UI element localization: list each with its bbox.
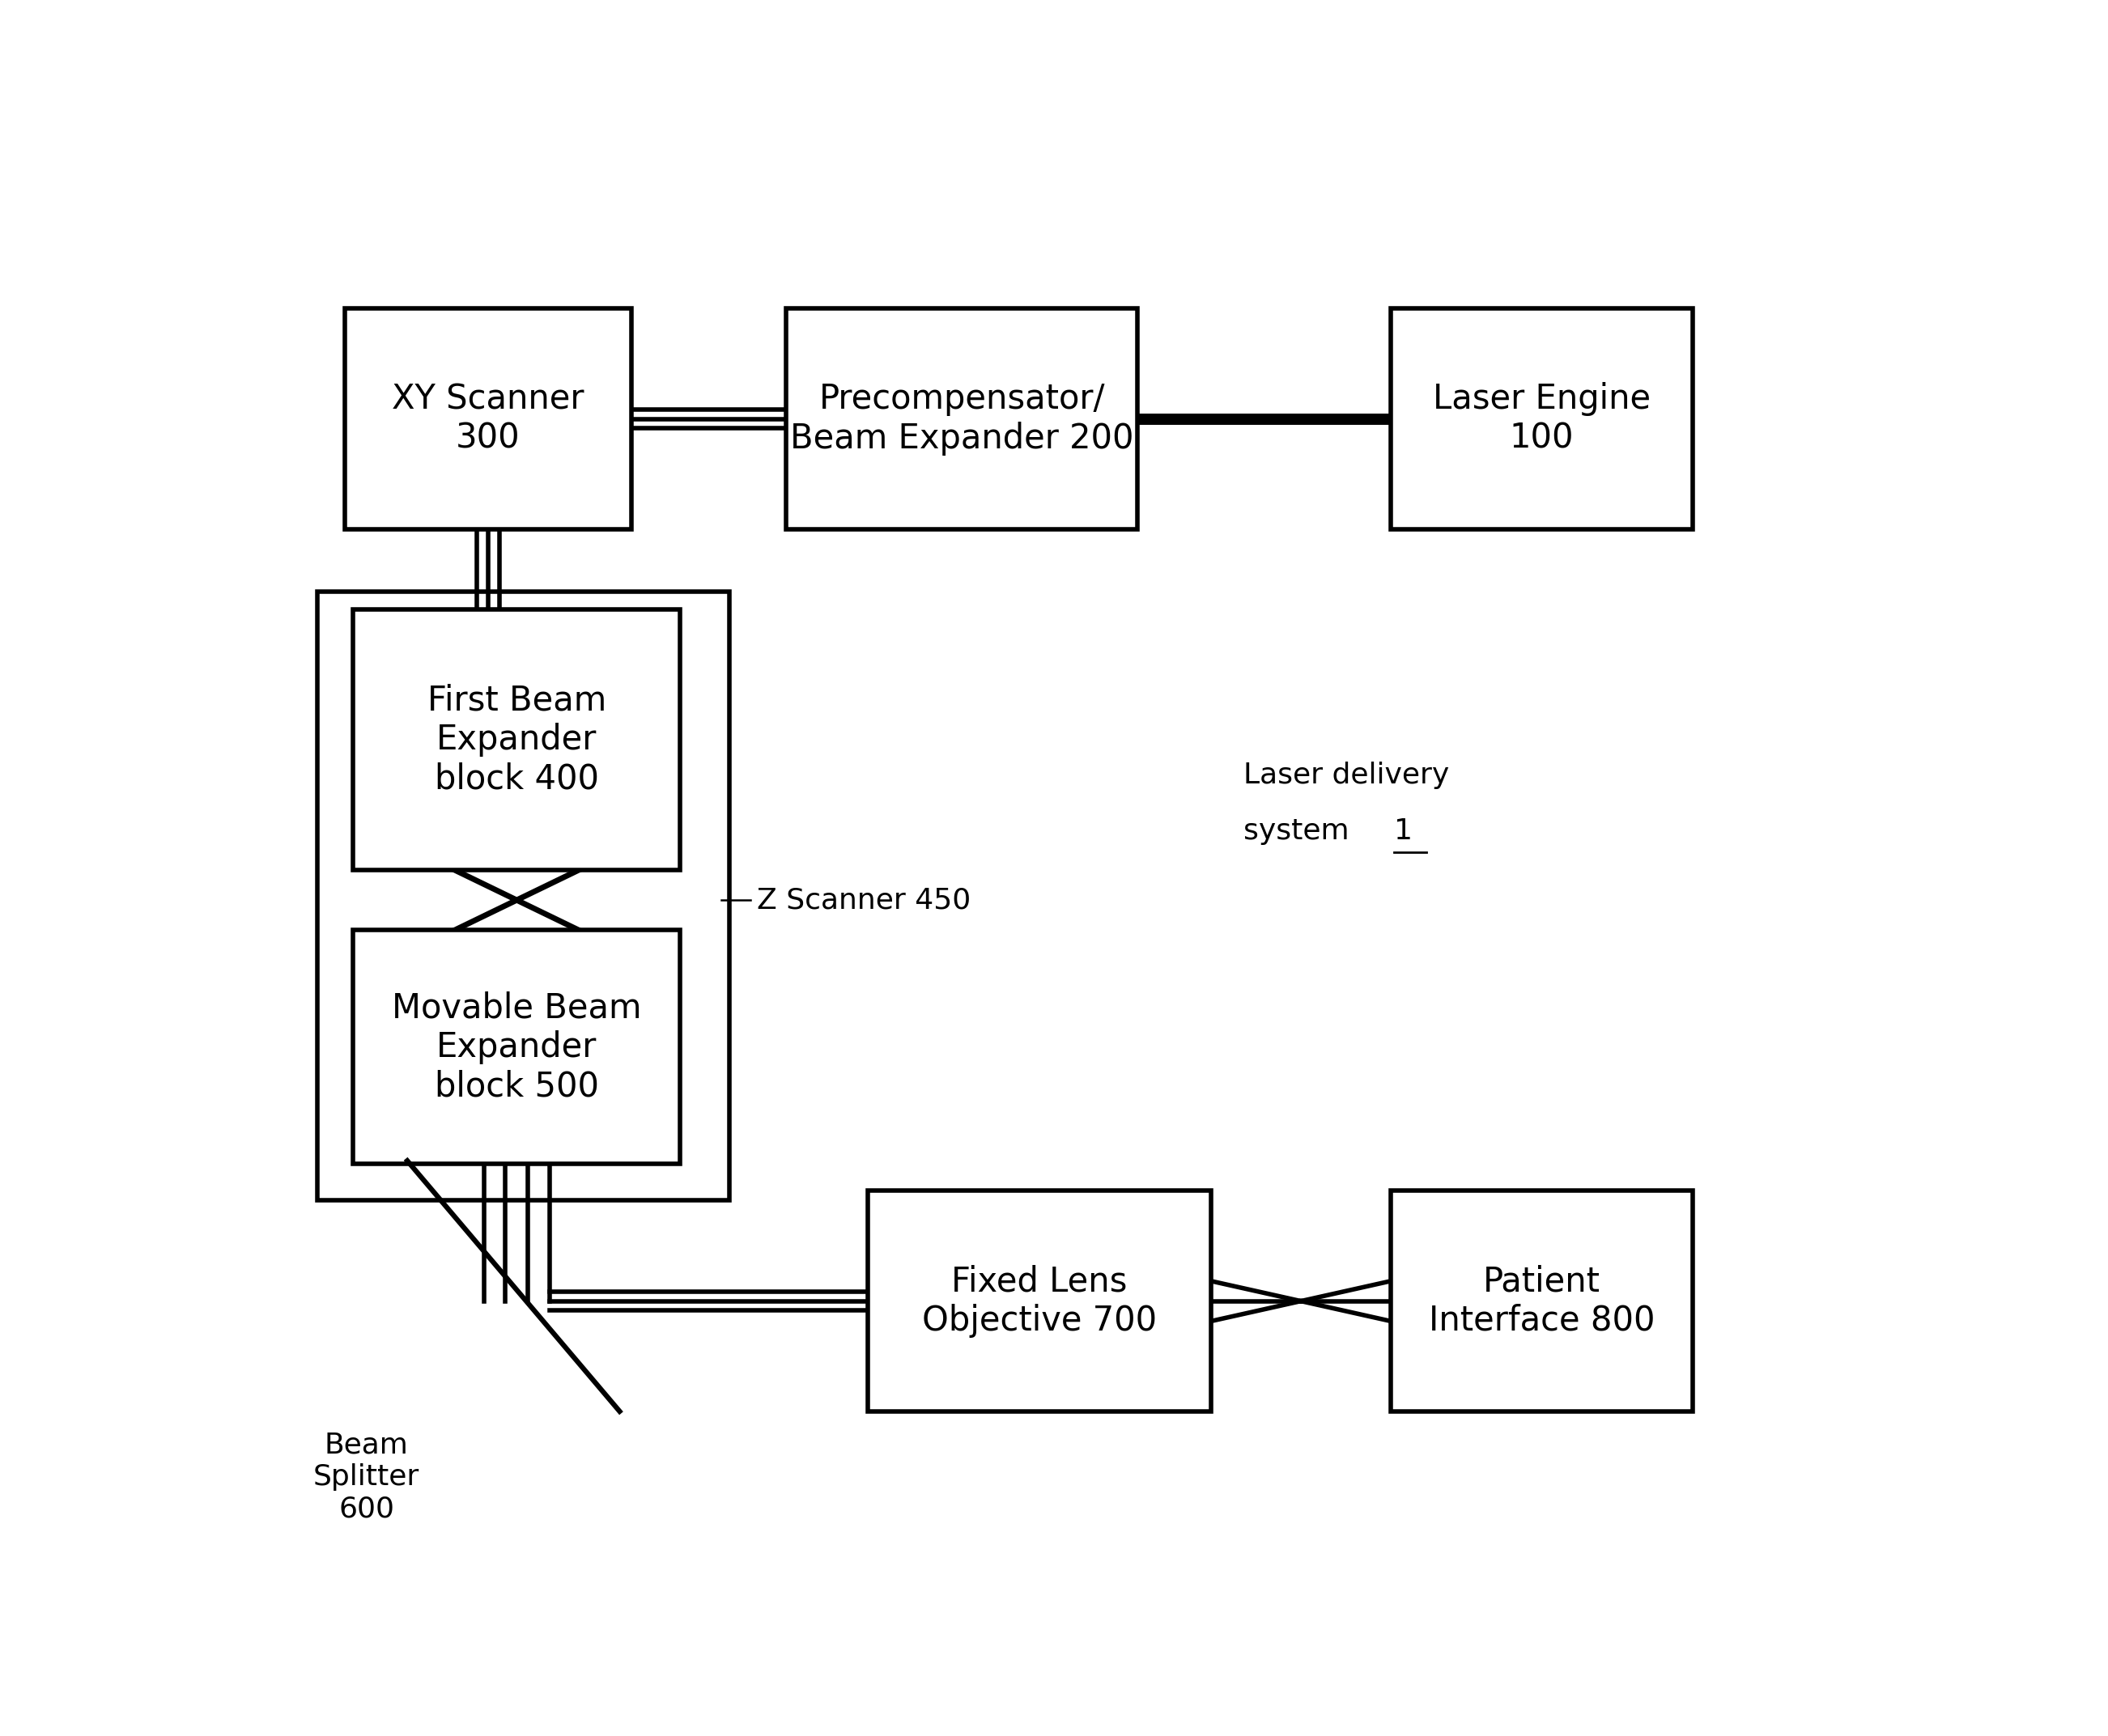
Text: Beam
Splitter
600: Beam Splitter 600: [314, 1432, 419, 1522]
Text: 1: 1: [1393, 818, 1412, 845]
FancyBboxPatch shape: [354, 930, 681, 1165]
FancyBboxPatch shape: [786, 309, 1138, 529]
Text: system: system: [1244, 818, 1360, 845]
FancyBboxPatch shape: [868, 1191, 1210, 1411]
Text: Z Scanner 450: Z Scanner 450: [757, 887, 972, 913]
Text: XY Scanner
300: XY Scanner 300: [392, 382, 584, 455]
FancyBboxPatch shape: [354, 609, 681, 870]
Text: First Beam
Expander
block 400: First Beam Expander block 400: [428, 684, 607, 797]
Text: Movable Beam
Expander
block 500: Movable Beam Expander block 500: [392, 991, 641, 1104]
Text: Fixed Lens
Objective 700: Fixed Lens Objective 700: [921, 1264, 1157, 1338]
FancyBboxPatch shape: [1391, 309, 1693, 529]
FancyBboxPatch shape: [1391, 1191, 1693, 1411]
FancyBboxPatch shape: [346, 309, 630, 529]
Text: Patient
Interface 800: Patient Interface 800: [1429, 1264, 1655, 1338]
Text: Laser delivery: Laser delivery: [1244, 762, 1450, 788]
Text: Laser Engine
100: Laser Engine 100: [1433, 382, 1651, 455]
Text: Precompensator/
Beam Expander 200: Precompensator/ Beam Expander 200: [790, 382, 1134, 455]
